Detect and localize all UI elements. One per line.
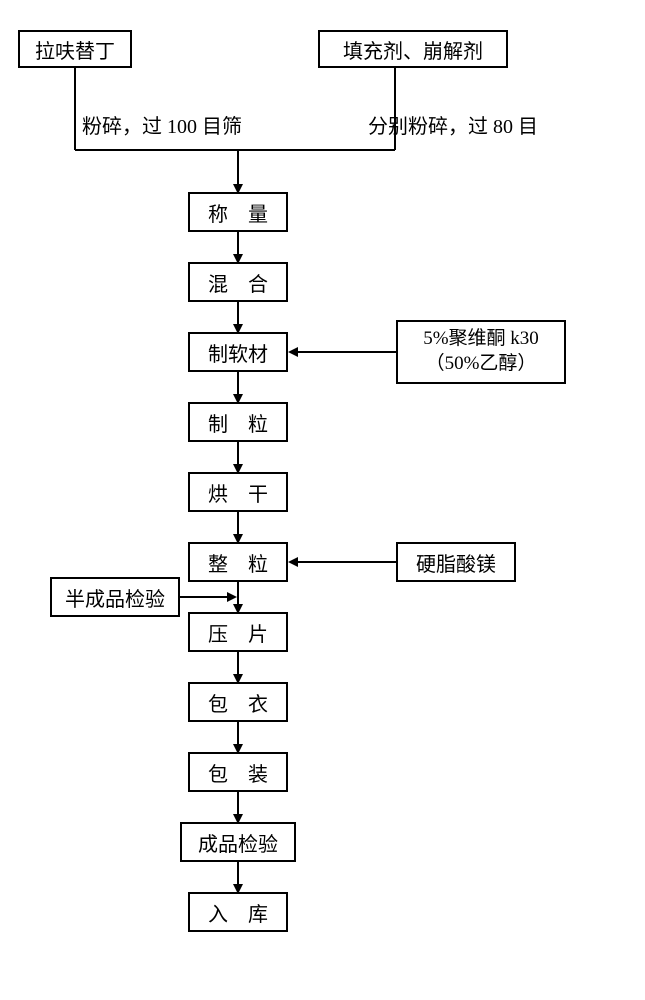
node-semi-inspect: 半成品检验 [50,577,180,617]
node-weigh: 称 量 [188,192,288,232]
node-input-left: 拉呋替丁 [18,30,132,68]
node-granulate: 制 粒 [188,402,288,442]
node-dry: 烘 干 [188,472,288,512]
node-store: 入 库 [188,892,288,932]
node-final-inspect: 成品检验 [180,822,296,862]
node-size: 整 粒 [188,542,288,582]
node-binder: 5%聚维酮 k30 （50%乙醇） [396,320,566,384]
node-softmat: 制软材 [188,332,288,372]
connector-lines [0,0,645,1000]
node-mgst: 硬脂酸镁 [396,542,516,582]
node-binder-line1: 5%聚维酮 k30 [423,327,539,352]
node-pack: 包 装 [188,752,288,792]
node-press: 压 片 [188,612,288,652]
node-coat: 包 衣 [188,682,288,722]
node-input-right: 填充剂、崩解剂 [318,30,508,68]
node-mix: 混 合 [188,262,288,302]
label-left-crush: 粉碎，过 100 目筛 [82,110,242,139]
label-right-crush: 分别粉碎，过 80 目 [368,110,538,139]
node-binder-line2: （50%乙醇） [426,352,537,377]
flowchart-canvas: 拉呋替丁 填充剂、崩解剂 粉碎，过 100 目筛 分别粉碎，过 80 目 称 量… [0,0,645,1000]
